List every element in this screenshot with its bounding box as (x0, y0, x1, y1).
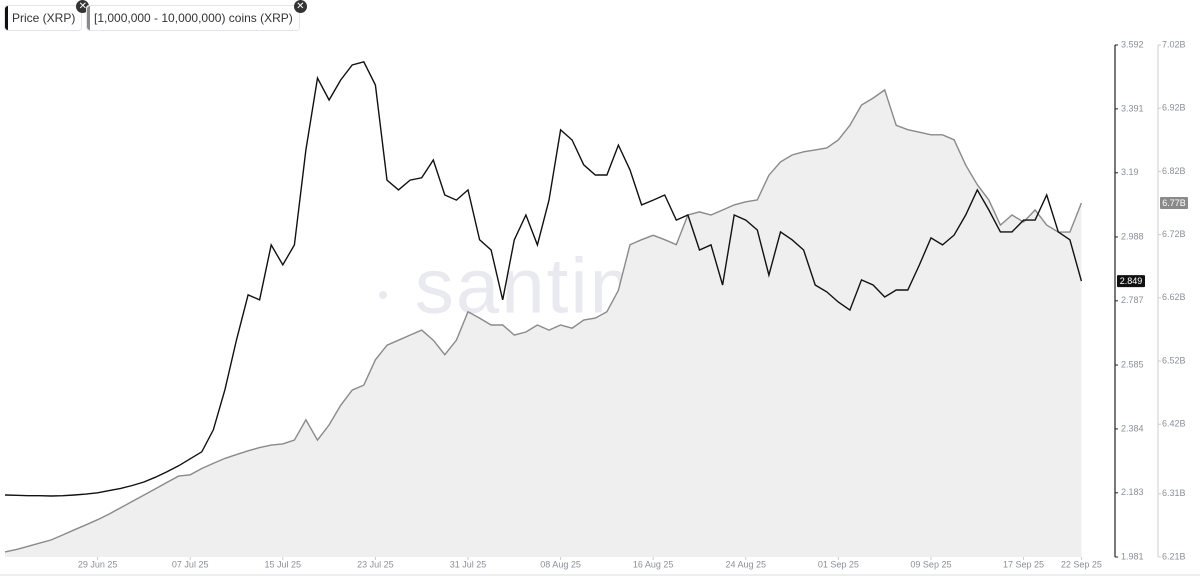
legend-color (87, 6, 90, 30)
x-tick-label: 09 Sep 25 (910, 559, 951, 569)
x-tick-label: 29 Jun 25 (78, 559, 118, 569)
value-badge (1160, 197, 1188, 210)
series-line (4, 88, 1083, 553)
y-tick-label: 2.988 (1121, 231, 1144, 241)
y-tick-label: 1.981 (1121, 551, 1144, 561)
y-tick-label: 2.183 (1121, 487, 1144, 497)
value-badge-label: 6.77B (1162, 198, 1186, 208)
series-line (4, 60, 1083, 497)
x-tick-label: 24 Aug 25 (725, 559, 766, 569)
area (5, 89, 1082, 558)
y2-tick-label: 6.72B (1162, 229, 1186, 239)
x-tick-label: 15 Jul 25 (265, 559, 302, 569)
y2-tick-label: 6.92B (1162, 103, 1186, 113)
y-tick-label: 2.384 (1121, 423, 1144, 433)
y-tick-label: 3.19 (1121, 167, 1139, 177)
value-badge-label: 2.849 (1120, 276, 1143, 286)
watermark-dot (379, 291, 387, 299)
y-tick-label: 2.585 (1121, 359, 1144, 369)
y-tick-label: 2.787 (1121, 295, 1144, 305)
value-badge (1117, 275, 1145, 288)
legend-item[interactable]: [1,000,000 - 10,000,000) coins (XRP) ✕ (86, 0, 307, 31)
y-tick-label: 3.592 (1121, 39, 1144, 49)
x-tick-label: 23 Jul 25 (357, 559, 394, 569)
x-tick-label: 16 Aug 25 (633, 559, 674, 569)
y2-tick-label: 6.21B (1162, 551, 1186, 561)
y2-tick-label: 6.62B (1162, 292, 1186, 302)
y2-tick-label: 6.52B (1162, 355, 1186, 365)
x-tick-label: 08 Aug 25 (540, 559, 581, 569)
remove-metric[interactable]: ✕ (293, 0, 307, 13)
legend-color (5, 6, 8, 30)
x-tick-label: 01 Sep 25 (818, 559, 859, 569)
legend-label: Price (XRP) (12, 11, 76, 25)
x-tick-label: 17 Sep 25 (1003, 559, 1044, 569)
y-tick-label: 3.391 (1121, 103, 1144, 113)
legend-item[interactable]: Price (XRP) ✕ (4, 0, 90, 31)
y2-tick-label: 6.42B (1162, 419, 1186, 429)
y2-tick-label: 6.31B (1162, 488, 1186, 498)
x-tick-label: 07 Jul 25 (172, 559, 209, 569)
x-tick-label: 31 Jul 25 (450, 559, 487, 569)
y2-tick-label: 7.02B (1162, 39, 1186, 49)
legend-label: [1,000,000 - 10,000,000) coins (XRP) (94, 11, 293, 25)
x-tick-label: 22 Sep 25 (1061, 559, 1102, 569)
y2-tick-label: 6.82B (1162, 166, 1186, 176)
